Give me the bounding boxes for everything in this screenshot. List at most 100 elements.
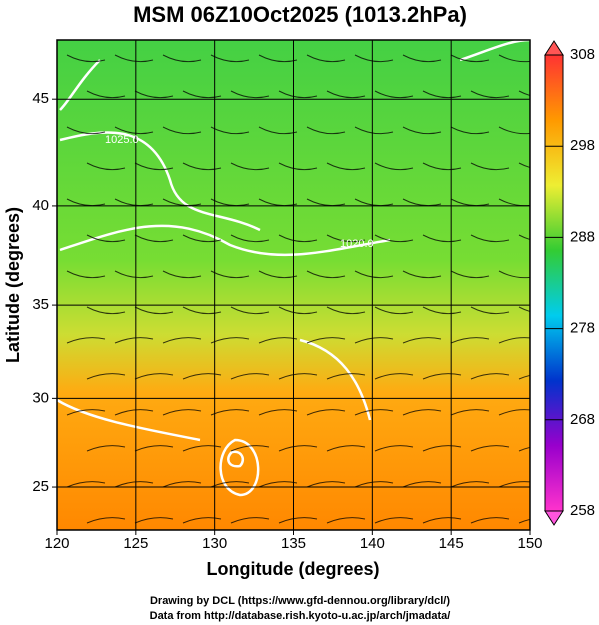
streamline <box>374 306 414 315</box>
streamline <box>306 481 346 488</box>
streamline <box>182 90 222 99</box>
streamline <box>402 270 442 279</box>
streamline <box>162 126 202 135</box>
streamline <box>326 517 366 524</box>
streamline <box>278 445 318 452</box>
x-tick-label: 140 <box>360 535 385 552</box>
streamline <box>306 54 346 63</box>
streamline <box>402 409 442 416</box>
streamline <box>86 373 126 380</box>
streamline <box>162 270 202 279</box>
contour-label: 1020.0 <box>340 238 374 250</box>
colorbar-tick-label: 258 <box>570 502 595 519</box>
streamlines <box>66 54 530 524</box>
streamline <box>374 162 414 171</box>
streamline <box>162 198 202 207</box>
streamline <box>498 481 530 488</box>
colorbar-tick-label: 288 <box>570 228 595 245</box>
streamline <box>354 481 394 488</box>
streamline <box>134 373 174 380</box>
streamline <box>470 306 510 315</box>
streamline <box>518 234 530 241</box>
streamline <box>86 234 126 243</box>
y-tick-label: 40 <box>32 197 49 214</box>
streamline <box>114 270 154 279</box>
streamline <box>326 445 366 452</box>
streamline <box>470 90 510 99</box>
streamline <box>114 337 154 344</box>
colorbar-tick-label: 308 <box>570 46 595 63</box>
streamline <box>134 306 174 315</box>
streamline <box>518 446 530 452</box>
streamline <box>278 517 318 524</box>
streamline <box>278 90 318 99</box>
x-tick-label: 135 <box>281 535 306 552</box>
streamline <box>354 54 394 63</box>
colorbar-tick-label: 268 <box>570 411 595 428</box>
streamline <box>114 126 154 135</box>
streamline <box>230 234 270 243</box>
streamline <box>470 234 510 243</box>
streamline <box>422 162 462 171</box>
x-tick-label: 130 <box>202 535 227 552</box>
streamline <box>422 445 462 452</box>
streamline <box>162 54 202 63</box>
streamline <box>86 90 126 99</box>
streamline <box>518 518 530 524</box>
streamline <box>450 481 490 488</box>
streamline <box>134 517 174 524</box>
streamline <box>114 409 154 416</box>
streamline <box>66 337 106 344</box>
streamline <box>374 90 414 99</box>
streamline <box>498 126 530 135</box>
streamline <box>326 90 366 99</box>
streamline <box>518 374 530 380</box>
streamline <box>470 517 510 524</box>
chart-title: MSM 06Z10Oct2025 (1013.2hPa) <box>133 2 467 27</box>
x-tick-label: 150 <box>517 535 542 552</box>
colorbar-min-arrow <box>544 510 564 526</box>
streamline <box>114 198 154 207</box>
streamline <box>354 126 394 135</box>
streamline <box>306 337 346 344</box>
streamline <box>422 90 462 99</box>
streamline <box>422 373 462 380</box>
streamline <box>354 198 394 207</box>
streamline <box>66 409 106 416</box>
streamline <box>278 162 318 171</box>
streamline <box>402 54 442 63</box>
streamline <box>326 373 366 380</box>
streamline <box>66 126 106 135</box>
colorbar-max-arrow <box>544 40 564 56</box>
streamline <box>306 270 346 279</box>
x-tick-label: 145 <box>439 535 464 552</box>
streamline <box>354 270 394 279</box>
y-tick-label: 30 <box>32 389 49 406</box>
streamline <box>278 234 318 243</box>
streamline <box>230 162 270 171</box>
streamline <box>470 445 510 452</box>
streamline <box>422 517 462 524</box>
streamline <box>230 445 270 452</box>
streamline <box>66 270 106 279</box>
streamline <box>354 337 394 344</box>
streamline <box>326 234 366 243</box>
streamline <box>306 126 346 135</box>
streamline <box>470 162 510 171</box>
streamline <box>422 306 462 315</box>
streamline <box>134 445 174 452</box>
streamline <box>518 306 530 313</box>
streamline <box>86 517 126 524</box>
streamline <box>518 90 530 97</box>
contour-label: 1025.0 <box>105 134 139 146</box>
streamline <box>162 409 202 416</box>
streamline <box>66 198 106 207</box>
streamline <box>182 306 222 315</box>
streamline <box>230 90 270 99</box>
streamline <box>66 54 106 63</box>
y-axis-label: Latitude (degrees) <box>3 207 23 363</box>
streamline <box>498 337 530 344</box>
streamline <box>162 337 202 344</box>
streamline <box>326 162 366 171</box>
colorbar <box>544 54 564 512</box>
